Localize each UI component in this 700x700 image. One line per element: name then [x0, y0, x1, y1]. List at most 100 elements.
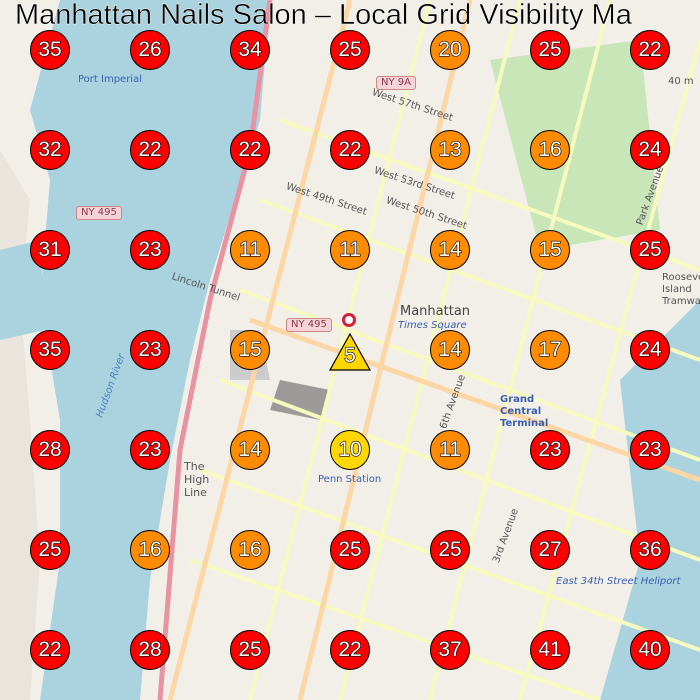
grid-rank-marker[interactable]: 22 [30, 630, 70, 670]
rank-value: 35 [38, 38, 63, 61]
grid-rank-marker[interactable]: 40 [630, 630, 670, 670]
grid-rank-marker[interactable]: 16 [130, 530, 170, 570]
grid-rank-marker[interactable]: 17 [530, 330, 570, 370]
map-label-heliport: East 34th Street Heliport [556, 576, 681, 587]
grid-rank-marker[interactable]: 26 [130, 30, 170, 70]
grid-rank-marker[interactable]: 22 [130, 130, 170, 170]
rank-value: 22 [338, 638, 363, 661]
rank-value: 28 [138, 638, 163, 661]
grid-rank-marker[interactable]: 22 [230, 130, 270, 170]
grid-rank-marker[interactable]: 23 [130, 430, 170, 470]
rank-value: 25 [338, 538, 363, 561]
grid-rank-marker[interactable]: 25 [330, 530, 370, 570]
rank-value: 25 [338, 38, 363, 61]
rank-value: 25 [538, 38, 563, 61]
grid-rank-marker[interactable]: 27 [530, 530, 570, 570]
grid-rank-marker[interactable]: 16 [530, 130, 570, 170]
grid-rank-marker[interactable]: 15 [230, 330, 270, 370]
business-triangle-icon [328, 332, 372, 371]
grid-rank-marker[interactable]: 25 [230, 630, 270, 670]
rank-value: 24 [638, 338, 663, 361]
rank-value: 16 [538, 138, 563, 161]
rank-value: 13 [438, 138, 463, 161]
grid-rank-marker[interactable]: 24 [630, 330, 670, 370]
rank-value: 25 [38, 538, 63, 561]
route-shield-ny9a: NY 9A [376, 76, 416, 90]
map-label-manhattan: Manhattan [400, 304, 471, 319]
map-title: Manhattan Nails Salon – Local Grid Visib… [15, 0, 632, 31]
rank-value: 23 [638, 438, 663, 461]
grid-rank-marker[interactable]: 23 [130, 330, 170, 370]
grid-rank-marker[interactable]: 34 [230, 30, 270, 70]
rank-value: 11 [338, 238, 361, 261]
rank-value: 14 [438, 338, 463, 361]
business-rank-marker[interactable]: 5 [328, 332, 372, 372]
rank-value: 35 [38, 338, 63, 361]
rank-value: 15 [238, 338, 263, 361]
rank-value: 5 [344, 344, 357, 367]
grid-rank-marker[interactable]: 20 [430, 30, 470, 70]
grid-rank-marker[interactable]: 22 [330, 130, 370, 170]
grid-rank-marker[interactable]: 13 [430, 130, 470, 170]
grid-rank-marker[interactable]: 14 [430, 230, 470, 270]
grid-rank-marker[interactable]: 25 [630, 230, 670, 270]
map-label-high-line: The High Line [184, 460, 210, 499]
rank-value: 34 [238, 38, 263, 61]
rank-value: 25 [238, 638, 263, 661]
rank-value: 11 [438, 438, 461, 461]
grid-rank-marker[interactable]: 32 [30, 130, 70, 170]
rank-value: 14 [238, 438, 263, 461]
grid-rank-marker[interactable]: 28 [30, 430, 70, 470]
grid-rank-marker[interactable]: 24 [630, 130, 670, 170]
route-shield-ny495: NY 495 [286, 318, 332, 332]
grid-rank-marker[interactable]: 14 [230, 430, 270, 470]
grid-rank-marker[interactable]: 25 [30, 530, 70, 570]
grid-rank-marker[interactable]: 37 [430, 630, 470, 670]
rank-value: 11 [238, 238, 261, 261]
rank-value: 22 [38, 638, 63, 661]
location-pin-icon[interactable] [342, 313, 356, 327]
rank-value: 31 [38, 238, 63, 261]
rank-value: 14 [438, 238, 463, 261]
map-label-roosevelt: Roosevelt Island Tramway [662, 272, 700, 307]
route-shield-ny495-nj: NY 495 [76, 206, 122, 220]
grid-rank-marker[interactable]: 36 [630, 530, 670, 570]
rank-value: 32 [38, 138, 63, 161]
map-label-grand-central: Grand Central Terminal [500, 394, 549, 429]
grid-rank-marker[interactable]: 25 [430, 530, 470, 570]
grid-rank-marker[interactable]: 22 [630, 30, 670, 70]
grid-rank-marker[interactable]: 22 [330, 630, 370, 670]
rank-value: 16 [238, 538, 263, 561]
rank-value: 17 [538, 338, 563, 361]
rank-value: 27 [538, 538, 563, 561]
rank-value: 23 [538, 438, 563, 461]
grid-rank-marker[interactable]: 23 [630, 430, 670, 470]
grid-rank-marker[interactable]: 15 [530, 230, 570, 270]
rank-value: 20 [438, 38, 463, 61]
grid-rank-marker[interactable]: 25 [330, 30, 370, 70]
grid-rank-marker[interactable]: 11 [430, 430, 470, 470]
grid-rank-marker[interactable]: 41 [530, 630, 570, 670]
grid-rank-marker[interactable]: 35 [30, 30, 70, 70]
grid-rank-marker[interactable]: 28 [130, 630, 170, 670]
grid-rank-marker[interactable]: 31 [30, 230, 70, 270]
rank-value: 23 [138, 338, 163, 361]
rank-value: 36 [638, 538, 663, 561]
grid-rank-marker[interactable]: 16 [230, 530, 270, 570]
grid-rank-marker[interactable]: 25 [530, 30, 570, 70]
rank-value: 23 [138, 438, 163, 461]
grid-rank-marker[interactable]: 11 [330, 230, 370, 270]
grid-rank-marker[interactable]: 14 [430, 330, 470, 370]
map-label-port-imperial: Port Imperial [78, 74, 142, 85]
rank-value: 40 [638, 638, 663, 661]
grid-rank-marker[interactable]: 35 [30, 330, 70, 370]
rank-value: 37 [438, 638, 463, 661]
grid-rank-marker[interactable]: 23 [530, 430, 570, 470]
grid-rank-marker[interactable]: 11 [230, 230, 270, 270]
rank-value: 23 [138, 238, 163, 261]
grid-rank-marker[interactable]: 23 [130, 230, 170, 270]
rank-value: 22 [638, 38, 663, 61]
grid-rank-marker[interactable]: 10 [330, 430, 370, 470]
rank-value: 25 [638, 238, 663, 261]
rank-value: 22 [338, 138, 363, 161]
